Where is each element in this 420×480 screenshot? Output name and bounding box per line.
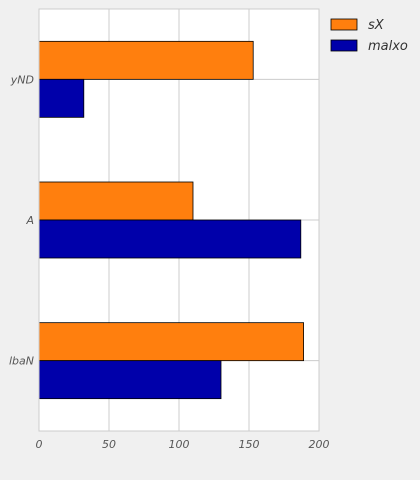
bar-sX-A [38,181,194,221]
legend-label-sX: sX [368,18,385,33]
plot-frame [38,8,320,432]
x-tick-label: 0 [36,438,43,451]
legend-swatch-malxo [330,39,358,52]
legend-label-malxo: malxo [368,39,408,54]
y-tick-label: A [25,214,34,227]
bar-malxo-A [38,219,302,259]
x-axis-ticks: 0 50 100 150 200 [36,438,330,451]
bar-sX-lbaN [38,322,305,362]
y-tick-label: yND [10,73,34,86]
x-tick-label: 50 [102,438,116,451]
legend: sX malxo [330,18,408,54]
y-tick-label: lbaN [9,355,34,368]
x-tick-label: 100 [169,438,190,451]
bar-sX-yND [38,40,254,80]
bar-malxo-lbaN [38,360,222,400]
x-tick-label: 150 [239,438,260,451]
x-tick-label: 200 [309,438,330,451]
bar-malxo-yND [38,78,85,118]
legend-swatch-sX [330,18,358,31]
